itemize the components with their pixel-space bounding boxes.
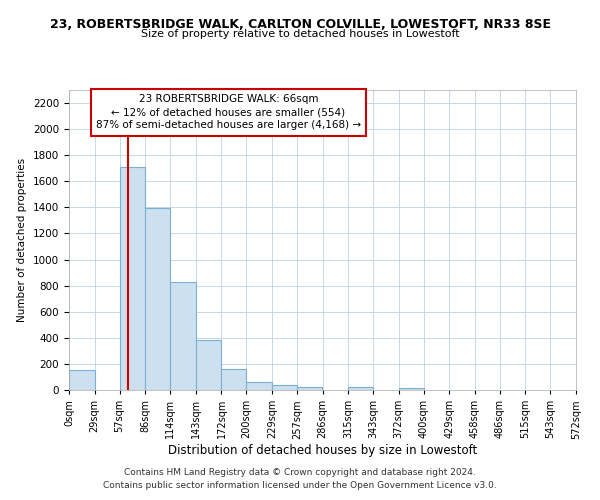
Bar: [221, 369, 246, 390]
Text: Contains public sector information licensed under the Open Government Licence v3: Contains public sector information licen…: [103, 480, 497, 490]
Bar: [119, 167, 145, 390]
Text: 23, ROBERTSBRIDGE WALK, CARLTON COLVILLE, LOWESTOFT, NR33 8SE: 23, ROBERTSBRIDGE WALK, CARLTON COLVILLE…: [49, 18, 551, 30]
Bar: [399, 388, 424, 390]
Bar: [170, 282, 196, 390]
Bar: [145, 208, 170, 390]
X-axis label: Distribution of detached houses by size in Lowestoft: Distribution of detached houses by size …: [168, 444, 477, 457]
Bar: [69, 370, 95, 390]
Bar: [196, 340, 221, 390]
Y-axis label: Number of detached properties: Number of detached properties: [17, 158, 28, 322]
Bar: [272, 386, 297, 390]
Text: Size of property relative to detached houses in Lowestoft: Size of property relative to detached ho…: [140, 29, 460, 39]
Bar: [246, 382, 272, 390]
Bar: [297, 386, 323, 390]
Text: 23 ROBERTSBRIDGE WALK: 66sqm
← 12% of detached houses are smaller (554)
87% of s: 23 ROBERTSBRIDGE WALK: 66sqm ← 12% of de…: [96, 94, 361, 130]
Text: Contains HM Land Registry data © Crown copyright and database right 2024.: Contains HM Land Registry data © Crown c…: [124, 468, 476, 477]
Bar: [348, 388, 373, 390]
